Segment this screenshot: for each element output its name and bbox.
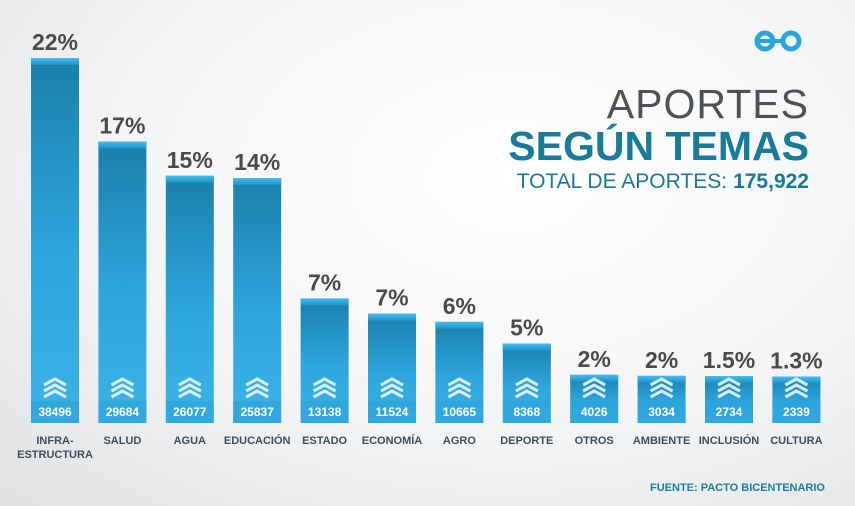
bar bbox=[98, 141, 147, 423]
bar-value-label: 2339 bbox=[783, 405, 810, 419]
bar-cap bbox=[233, 178, 282, 186]
chevron-up-icon bbox=[582, 377, 606, 399]
bar-cap bbox=[300, 298, 349, 306]
bar-group: 38496 22% INFRA- ESTRUCTURA bbox=[17, 29, 93, 461]
bar-group: 8368 5% DEPORTE bbox=[500, 315, 553, 447]
eo-infinity-logo-icon bbox=[754, 30, 802, 52]
bar-cap bbox=[435, 321, 484, 329]
bar-percent-label: 1.3% bbox=[770, 348, 822, 374]
bar-percent-label: 1.5% bbox=[703, 347, 755, 373]
chevron-up-icon bbox=[447, 377, 472, 399]
bar bbox=[165, 175, 214, 423]
source-caption: FUENTE: PACTO BICENTENARIO bbox=[650, 482, 825, 494]
bar-percent-label: 2% bbox=[578, 346, 611, 372]
bar-value-label: 2734 bbox=[716, 405, 743, 419]
total-row: TOTAL DE APORTES: 175,922 bbox=[508, 170, 809, 194]
bar-group: 26077 15% AGUA bbox=[165, 147, 214, 447]
bar-base-band bbox=[165, 401, 214, 423]
bar-value-label: 10665 bbox=[443, 405, 477, 419]
category-label: AGRO bbox=[443, 435, 476, 447]
bar-percent-label: 22% bbox=[32, 29, 78, 55]
bar-base-band bbox=[435, 401, 484, 423]
bar bbox=[31, 58, 79, 423]
bar-base-band bbox=[502, 401, 551, 423]
bar-value-label: 25837 bbox=[241, 405, 275, 419]
bar-group: 10665 6% AGRO bbox=[435, 293, 484, 447]
bar-value-label: 38496 bbox=[38, 405, 72, 419]
chevron-up-icon bbox=[515, 377, 539, 399]
chevron-up-icon bbox=[245, 377, 269, 399]
bar-cap bbox=[98, 141, 147, 149]
bar-group: 29684 17% SALUD bbox=[98, 113, 147, 447]
bar-base-band bbox=[705, 401, 753, 423]
bar-base-band bbox=[31, 401, 79, 423]
bar-base-band bbox=[637, 401, 686, 423]
bar-group: 13138 7% ESTADO bbox=[300, 269, 349, 447]
chevron-up-icon bbox=[178, 377, 202, 399]
chevron-up-icon bbox=[784, 377, 809, 399]
chevron-up-icon bbox=[110, 377, 135, 399]
bar-cap bbox=[502, 343, 551, 351]
bar-group: 4026 2% OTROS bbox=[570, 346, 619, 447]
category-label: EDUCACIÓN bbox=[224, 434, 291, 447]
title-aportes: APORTES bbox=[606, 81, 809, 127]
category-label: DEPORTE bbox=[500, 435, 553, 447]
category-label: AMBIENTE bbox=[633, 435, 690, 447]
bar-value-label: 29684 bbox=[106, 405, 140, 419]
bar-value-label: 26077 bbox=[173, 405, 207, 419]
bar-percent-label: 7% bbox=[308, 269, 341, 295]
bar-group: 2339 1.3% CULTURA bbox=[770, 348, 822, 447]
bar-group: 11524 7% ECONOMÍA bbox=[362, 285, 423, 447]
bar-value-label: 8368 bbox=[513, 405, 540, 419]
title-block: APORTES SEGÚN TEMAS TOTAL DE APORTES: 175… bbox=[508, 84, 809, 194]
bar-percent-label: 15% bbox=[167, 147, 213, 173]
chevron-up-icon bbox=[312, 377, 337, 399]
bar-cap bbox=[368, 313, 416, 321]
chevron-up-icon bbox=[717, 377, 741, 399]
total-value: 175,922 bbox=[733, 170, 809, 193]
bar-value-label: 4026 bbox=[581, 405, 608, 419]
total-label: TOTAL DE APORTES: bbox=[516, 170, 728, 193]
category-label: ECONOMÍA bbox=[362, 434, 423, 447]
category-label: SALUD bbox=[103, 435, 141, 447]
bar-percent-label: 6% bbox=[443, 293, 476, 319]
bar-percent-label: 14% bbox=[234, 149, 280, 175]
category-label: OTROS bbox=[575, 435, 614, 447]
bar-base-band bbox=[772, 401, 821, 423]
bar-percent-label: 17% bbox=[99, 113, 145, 139]
bar-base-band bbox=[300, 401, 349, 423]
title-segun-temas: SEGÚN TEMAS bbox=[508, 123, 809, 169]
chevron-up-icon bbox=[649, 377, 674, 399]
bar-value-label: 13138 bbox=[308, 405, 342, 419]
bar-percent-label: 2% bbox=[645, 347, 678, 373]
category-label: ESTRUCTURA bbox=[17, 449, 93, 461]
bar-value-label: 3034 bbox=[648, 405, 675, 419]
bar-base-band bbox=[570, 401, 619, 423]
category-label: CULTURA bbox=[770, 435, 822, 447]
category-label: ESTADO bbox=[302, 435, 347, 447]
bar-percent-label: 5% bbox=[510, 315, 543, 341]
bar-value-label: 11524 bbox=[376, 405, 409, 419]
chevron-up-icon bbox=[380, 377, 404, 399]
category-label: INCLUSIÓN bbox=[699, 434, 760, 447]
bar-group: 3034 2% AMBIENTE bbox=[633, 347, 690, 447]
category-label: AGUA bbox=[174, 435, 206, 447]
bar-base-band bbox=[233, 401, 282, 423]
bar-base-band bbox=[368, 401, 416, 423]
bar-cap bbox=[165, 175, 214, 183]
category-label: INFRA- bbox=[36, 435, 74, 447]
bar-group: 25837 14% EDUCACIÓN bbox=[224, 149, 291, 447]
bar-base-band bbox=[98, 401, 147, 423]
bar-percent-label: 7% bbox=[375, 285, 408, 311]
bar-cap bbox=[31, 58, 79, 65]
bar bbox=[233, 178, 282, 423]
bar-group: 2734 1.5% INCLUSIÓN bbox=[699, 347, 760, 447]
chevron-up-icon bbox=[43, 377, 67, 399]
